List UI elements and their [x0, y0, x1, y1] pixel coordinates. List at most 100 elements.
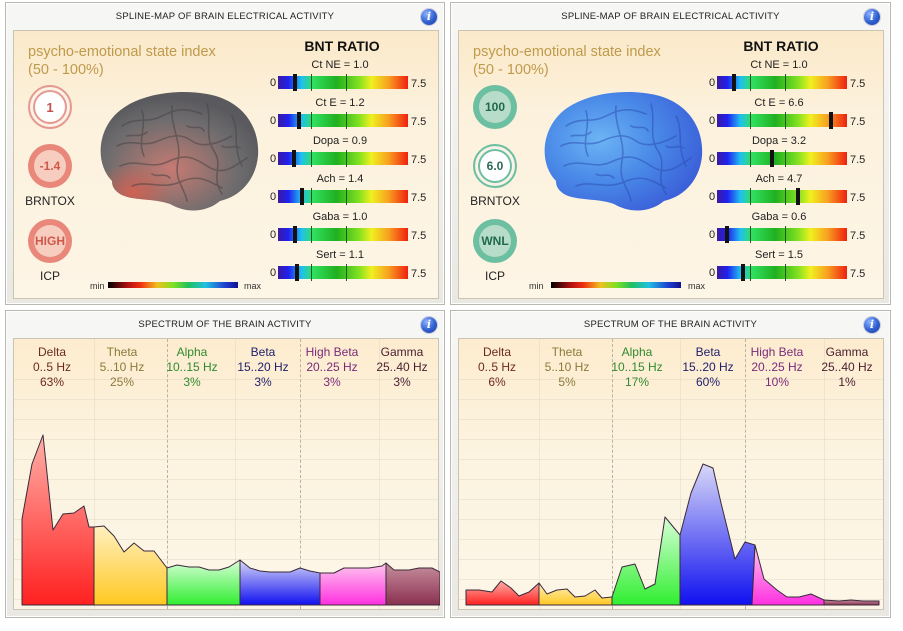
- gauge-reference-tick: [750, 112, 751, 129]
- panel-title: SPECTRUM OF THE BRAIN ACTIVITY: [138, 319, 312, 330]
- spline-map-panel-left: SPLINE-MAP OF BRAIN ELECTRICAL ACTIVITY …: [5, 2, 445, 305]
- panel-title: SPLINE-MAP OF BRAIN ELECTRICAL ACTIVITY: [561, 11, 780, 22]
- band-header-alpha: Alpha 10..15 Hz 3%: [154, 345, 230, 390]
- gauge-reference-tick: [311, 112, 312, 129]
- gauge-max-label: 7.5: [411, 78, 427, 90]
- band-range: 0..5 Hz: [32, 360, 71, 374]
- gauge-max-label: 7.5: [850, 268, 866, 280]
- band-percent: 6%: [488, 375, 506, 389]
- band-name: Alpha: [176, 345, 208, 359]
- psi-label-line1: psycho-emotional state index: [28, 44, 216, 60]
- gauge-caption-ct-ne: Ct NE = 1.0: [750, 59, 808, 71]
- color-scale-max-label: max: [688, 281, 706, 291]
- band-range: 25..40 Hz: [821, 360, 873, 374]
- gauge-value-marker: [732, 74, 736, 91]
- info-icon[interactable]: i: [864, 317, 880, 333]
- icp-indicator: HIGH: [28, 219, 72, 263]
- grid-line: [459, 419, 883, 420]
- grid-line: [235, 339, 236, 609]
- psi-index-value: 100: [484, 100, 506, 114]
- gauge-max-label: 7.5: [411, 154, 427, 166]
- color-scale-min-label: min: [90, 281, 105, 291]
- grid-line: [14, 439, 438, 440]
- band-header-high-beta: High Beta 20..25 Hz 3%: [294, 345, 370, 390]
- gauge-min-label: 0: [270, 77, 277, 89]
- grid-line: [539, 339, 540, 609]
- grid-line: [680, 339, 681, 609]
- icp-value: WNL: [481, 234, 509, 248]
- bnt-ratio-title: BNT RATIO: [304, 38, 380, 54]
- band-header-alpha: Alpha 10..15 Hz 17%: [599, 345, 675, 390]
- gauge-reference-tick: [346, 264, 347, 281]
- gauge-reference-tick: [311, 264, 312, 281]
- band-name: Beta: [695, 345, 721, 359]
- gauge-bar-ct-e: [278, 112, 408, 129]
- gauge-value-marker: [292, 150, 296, 167]
- gauge-bar-gaba: [278, 226, 408, 243]
- gauge-reference-tick: [785, 112, 786, 129]
- brntox-value: -1.4: [39, 159, 61, 173]
- gauge-reference-tick: [346, 188, 347, 205]
- band-percent: 3%: [323, 375, 341, 389]
- brntox-label: BRNTOX: [470, 194, 520, 208]
- gauge-min-label: 0: [709, 267, 716, 279]
- spectrum-panel-left: SPECTRUM OF THE BRAIN ACTIVITY i Delta 0.…: [5, 310, 445, 618]
- grid-line: [14, 419, 438, 420]
- band-name: Alpha: [621, 345, 653, 359]
- band-range: 15..20 Hz: [682, 360, 734, 374]
- gauge-min-label: 0: [270, 267, 277, 279]
- grid-line: [459, 439, 883, 440]
- spline-map-content: psycho-emotional state index (50 - 100%)…: [458, 30, 884, 299]
- brntox-indicator: 6.0: [473, 144, 517, 188]
- gauge-value-marker: [796, 188, 800, 205]
- band-separator: [745, 339, 746, 609]
- info-icon[interactable]: i: [421, 9, 437, 25]
- gauge-min-label: 0: [270, 115, 277, 127]
- info-icon[interactable]: i: [864, 9, 880, 25]
- gauge-reference-tick: [346, 74, 347, 91]
- psi-label: psycho-emotional state index (50 - 100%): [473, 43, 661, 79]
- brntox-label: BRNTOX: [25, 194, 75, 208]
- grid-line: [14, 499, 438, 500]
- gauge-max-label: 7.5: [411, 230, 427, 242]
- gauge-reference-tick: [311, 188, 312, 205]
- gauge-max-label: 7.5: [850, 230, 866, 242]
- spectrum-band-area-theta: [93, 525, 168, 606]
- gauge-value-marker: [300, 188, 304, 205]
- band-name: Theta: [551, 345, 583, 359]
- band-range: 20..25 Hz: [751, 360, 803, 374]
- brain-spline-map-image: [100, 92, 259, 211]
- band-percent: 10%: [764, 375, 790, 389]
- gauge-min-label: 0: [270, 153, 277, 165]
- band-range: 0..5 Hz: [477, 360, 516, 374]
- psi-index-indicator: 1: [28, 85, 72, 129]
- band-header-gamma: Gamma 25..40 Hz 1%: [809, 345, 885, 390]
- spectrum-area-chart: [21, 434, 440, 606]
- info-icon[interactable]: i: [421, 317, 437, 333]
- gauge-bar-dopa: [278, 150, 408, 167]
- gauge-reference-tick: [785, 188, 786, 205]
- color-scale-bar: [108, 282, 238, 288]
- gauge-max-label: 7.5: [850, 116, 866, 128]
- gauge-reference-tick: [785, 74, 786, 91]
- grid-line: [459, 399, 883, 400]
- gauge-reference-tick: [750, 150, 751, 167]
- gauge-max-label: 7.5: [850, 78, 866, 90]
- gauge-caption-sert: Sert = 1.5: [754, 249, 803, 261]
- gauge-reference-tick: [311, 74, 312, 91]
- band-percent: 1%: [838, 375, 856, 389]
- grid-line: [14, 519, 438, 520]
- gauge-reference-tick: [311, 150, 312, 167]
- gauge-reference-tick: [311, 226, 312, 243]
- band-range: 5..10 Hz: [544, 360, 590, 374]
- band-header-theta: Theta 5..10 Hz 25%: [84, 345, 160, 390]
- gauge-max-label: 7.5: [411, 268, 427, 280]
- band-separator: [167, 339, 168, 609]
- spectrum-band-area-theta: [538, 582, 613, 606]
- gauge-caption-gaba: Gaba = 0.6: [751, 211, 807, 223]
- band-percent: 3%: [183, 375, 201, 389]
- band-name: Gamma: [380, 345, 424, 359]
- gauge-caption-ct-e: Ct E = 1.2: [315, 97, 365, 109]
- gauge-value-marker: [295, 264, 299, 281]
- icp-value: HIGH: [35, 234, 65, 248]
